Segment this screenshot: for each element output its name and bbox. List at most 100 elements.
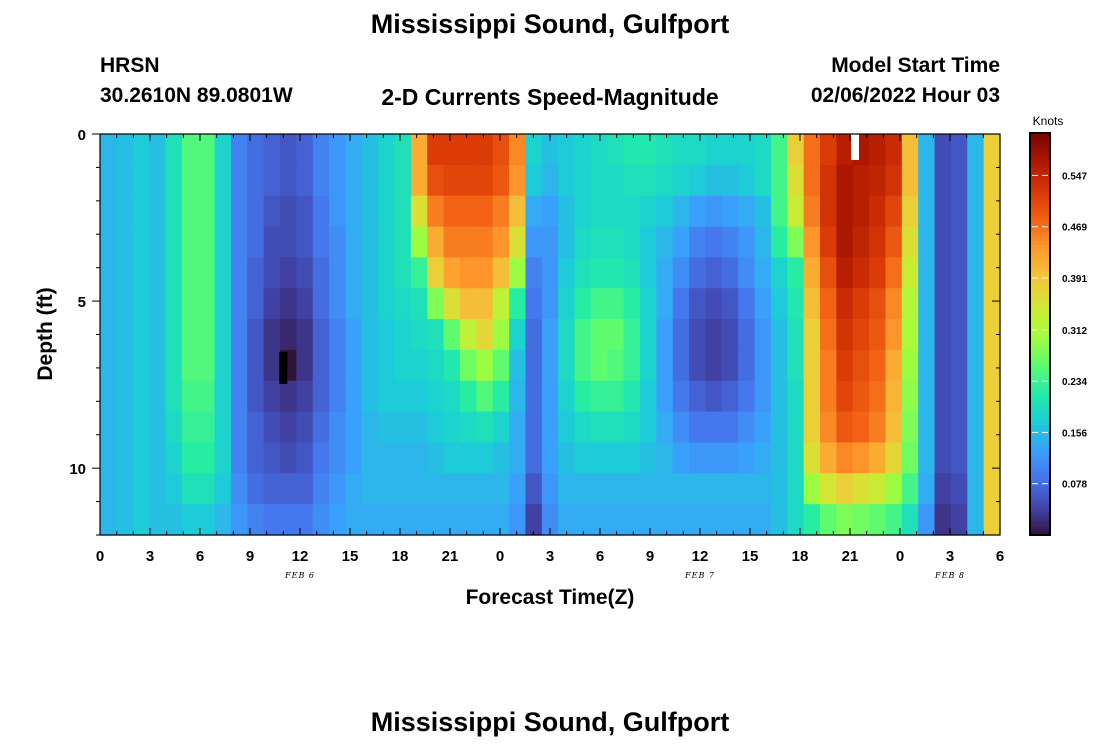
heatmap-cell (950, 380, 968, 413)
colorbar-band (1031, 160, 1049, 165)
heatmap-cell (623, 257, 641, 289)
colorbar-band (1031, 521, 1049, 526)
heatmap-cell (132, 195, 150, 228)
colorbar-band (1031, 291, 1049, 295)
heatmap-cell (394, 257, 412, 289)
heatmap-cell (950, 319, 968, 351)
heatmap-cell (590, 442, 608, 474)
heatmap-cell (721, 288, 739, 320)
heatmap-cell (492, 380, 510, 413)
heatmap-cell (672, 380, 690, 413)
heatmap-cell (574, 473, 592, 505)
colorbar-band (1031, 384, 1049, 389)
heatmap-cell (721, 226, 739, 258)
colorbar-band (1031, 264, 1049, 269)
x-axis: 0 3 6 9 12 15 18 21 0 3 6 9 12 15 18 21 0 3 6 (96, 134, 1004, 565)
heatmap-cell (689, 195, 707, 228)
colorbar-band (1031, 307, 1049, 312)
colorbar-band (1031, 421, 1049, 426)
heatmap-cell (296, 473, 314, 505)
heatmap-cell (247, 319, 265, 351)
heatmap-cell (525, 164, 543, 197)
heatmap-cell (967, 226, 985, 258)
heatmap-cell (247, 504, 265, 536)
heatmap-cell (705, 288, 723, 320)
heatmap-cell (149, 195, 167, 228)
heatmap-cell (738, 226, 756, 258)
colorbar-band (1031, 277, 1049, 282)
heatmap-cell (509, 134, 527, 166)
heatmap-cell (394, 473, 412, 505)
heatmap-cell (378, 164, 396, 197)
colorbar-band (1031, 528, 1049, 533)
heatmap-cell (329, 195, 347, 228)
heatmap-cell (378, 473, 396, 505)
colorbar-band (1031, 481, 1049, 486)
heatmap-cell (427, 257, 445, 289)
heatmap-cell (836, 411, 854, 444)
heatmap-cell (754, 504, 772, 536)
heatmap-cell (672, 288, 690, 320)
heatmap-cell (329, 411, 347, 444)
heatmap-cell (656, 349, 674, 382)
heatmap-cell (787, 442, 805, 474)
heatmap-cell (361, 504, 379, 536)
heatmap-cell (558, 226, 576, 258)
heatmap-cell (918, 442, 936, 474)
heatmap-cell (312, 380, 330, 413)
date-label: FEB 6 (284, 571, 315, 580)
heatmap-cell (901, 164, 919, 197)
heatmap-cell (100, 134, 117, 166)
heatmap-cell (836, 319, 854, 351)
heatmap-cell (983, 380, 1001, 413)
heatmap-cell (950, 226, 968, 258)
heatmap-cell (427, 164, 445, 197)
colorbar-band (1031, 187, 1049, 192)
colorbar-band (1031, 194, 1049, 199)
heatmap-cell (312, 473, 330, 505)
heatmap-cell (181, 164, 199, 197)
heatmap-cell (165, 257, 183, 289)
colorbar-band (1031, 501, 1049, 506)
colorbar-tick-label: 0.156 (1062, 428, 1087, 439)
heatmap-cell (378, 349, 396, 382)
heatmap-cell (918, 164, 936, 197)
heatmap-cell (852, 226, 870, 258)
heatmap-cell (623, 288, 641, 320)
heatmap-cell (950, 473, 968, 505)
heatmap-cell (738, 257, 756, 289)
heatmap-cell (787, 134, 805, 166)
heatmap-cell (787, 349, 805, 382)
heatmap-cell (934, 411, 952, 444)
heatmap-cell (869, 411, 887, 444)
heatmap-cell (476, 411, 494, 444)
heatmap-cell (509, 226, 527, 258)
heatmap-cell (296, 226, 314, 258)
heatmap-cell (689, 380, 707, 413)
heatmap-cell (410, 226, 428, 258)
heatmap-cell (100, 380, 117, 413)
heatmap-cell (705, 411, 723, 444)
heatmap-cell (950, 349, 968, 382)
x-tick-label: 0 (896, 548, 904, 565)
colorbar-band (1031, 374, 1049, 379)
heatmap-cell (296, 164, 314, 197)
heatmap-cell (410, 195, 428, 228)
heatmap-cell (329, 288, 347, 320)
heatmap-cell (443, 257, 461, 289)
colorbar-band (1031, 144, 1049, 148)
heatmap-cell (149, 504, 167, 536)
heatmap-cell (296, 319, 314, 351)
heatmap-cell (672, 226, 690, 258)
maximum-marker (851, 128, 859, 160)
x-tick-label: 6 (596, 548, 604, 565)
heatmap-cell (967, 442, 985, 474)
heatmap-cell (230, 349, 248, 382)
colorbar-band (1031, 468, 1049, 473)
heatmap-cell (116, 195, 134, 228)
heatmap-cell (329, 442, 347, 474)
heatmap-cell (247, 195, 265, 228)
heatmap-cell (885, 411, 903, 444)
heatmap-cell (885, 380, 903, 413)
heatmap-cell (967, 164, 985, 197)
